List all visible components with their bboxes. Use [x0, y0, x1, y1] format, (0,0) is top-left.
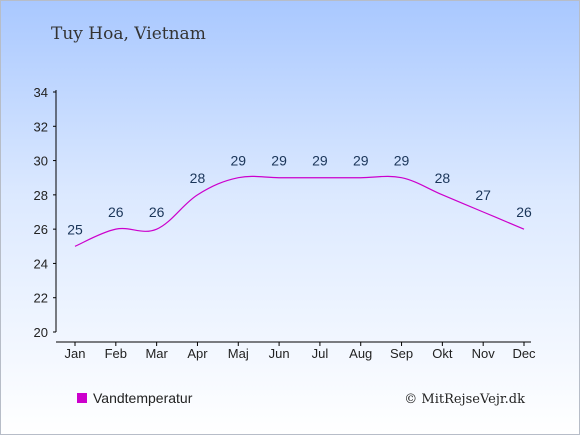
- y-tick-label: 30: [34, 154, 48, 169]
- x-tick-label: Jan: [65, 346, 86, 361]
- data-label: 27: [475, 187, 491, 203]
- data-label: 29: [271, 153, 287, 169]
- y-tick-label: 32: [34, 119, 48, 134]
- x-tick-label: Aug: [349, 346, 372, 361]
- data-label: 26: [516, 204, 532, 220]
- x-tick-label: Dec: [512, 346, 536, 361]
- data-label: 26: [149, 204, 165, 220]
- y-tick-label: 34: [34, 85, 48, 100]
- series-line-vandtemperatur: [74, 175, 525, 247]
- y-tick-label: 22: [34, 291, 48, 306]
- data-label: 29: [230, 153, 246, 169]
- data-label: 29: [394, 153, 410, 169]
- data-label: 29: [312, 153, 328, 169]
- x-tick-label: Sep: [390, 346, 413, 361]
- x-tick-label: Feb: [105, 346, 127, 361]
- x-tick-label: Maj: [228, 346, 249, 361]
- data-label: 28: [435, 170, 451, 186]
- y-tick-label: 26: [34, 222, 48, 237]
- legend-swatch: [77, 393, 87, 403]
- x-tick-label: Mar: [145, 346, 168, 361]
- y-tick-label: 28: [34, 188, 48, 203]
- chart-title: Tuy Hoa, Vietnam: [51, 24, 206, 44]
- legend-label: Vandtemperatur: [93, 390, 193, 406]
- data-label: 29: [353, 153, 369, 169]
- data-label: 25: [67, 221, 83, 237]
- axes: [55, 90, 531, 343]
- y-tick-label: 24: [34, 256, 48, 271]
- axis-ticks: 20 22 24 26 28 30 32 34 Jan Feb Mar Apr Maj Jun Jul Aug…: [34, 85, 537, 361]
- data-label: 28: [190, 170, 206, 186]
- x-tick-label: Nov: [472, 346, 496, 361]
- x-tick-label: Jul: [312, 346, 329, 361]
- data-labels: 25 26 26 28 29 29 29 29 29 28 27 26: [67, 153, 532, 238]
- credit-text: © MitRejseVejr.dk: [404, 392, 525, 407]
- x-tick-label: Apr: [187, 346, 208, 361]
- data-label: 26: [108, 204, 124, 220]
- x-tick-label: Okt: [432, 346, 453, 361]
- y-tick-label: 20: [34, 325, 48, 340]
- x-tick-label: Jun: [269, 346, 290, 361]
